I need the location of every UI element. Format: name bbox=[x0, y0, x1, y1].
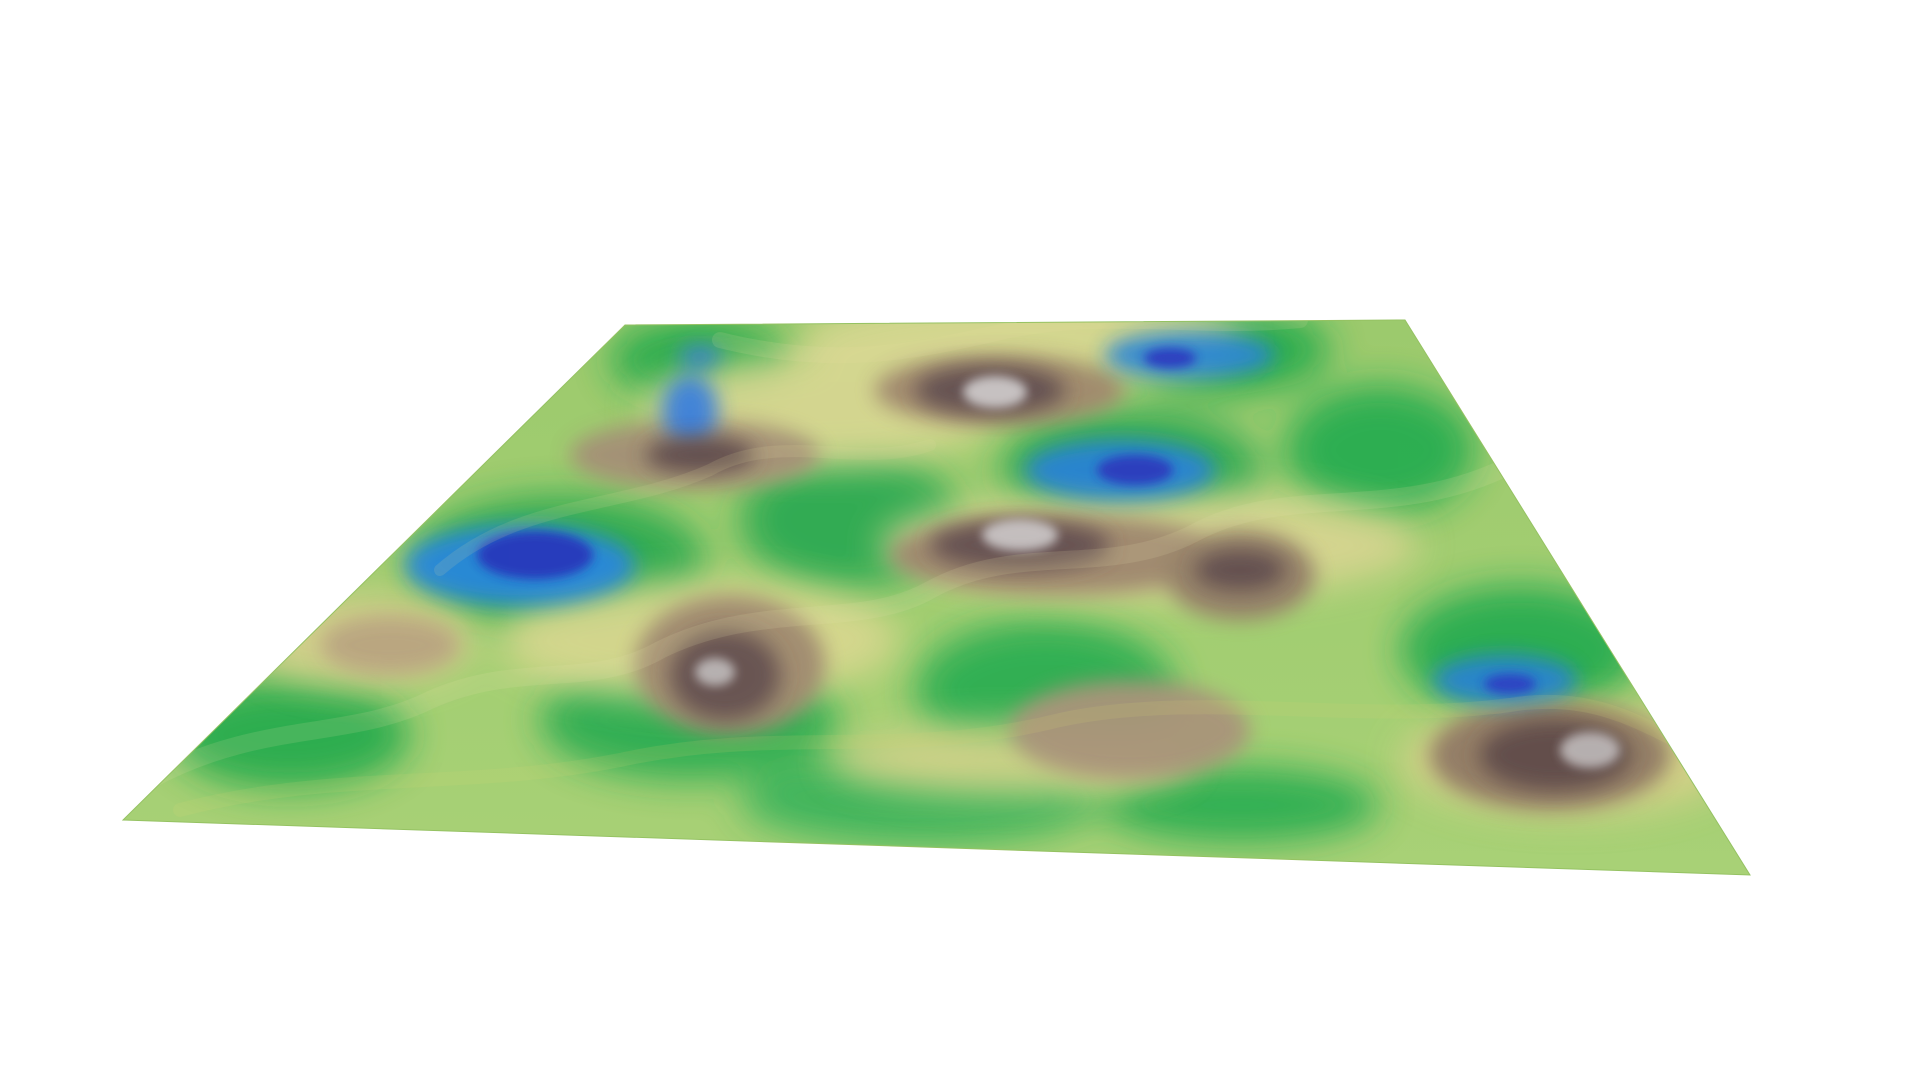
water-layer bbox=[405, 332, 1577, 705]
terrain-surface[interactable] bbox=[121, 290, 1751, 876]
terrain-shading bbox=[123, 320, 1750, 875]
elevation-map-layers bbox=[123, 320, 1750, 875]
mountains-layer bbox=[645, 365, 1630, 790]
terrain-outline bbox=[121, 319, 1751, 876]
